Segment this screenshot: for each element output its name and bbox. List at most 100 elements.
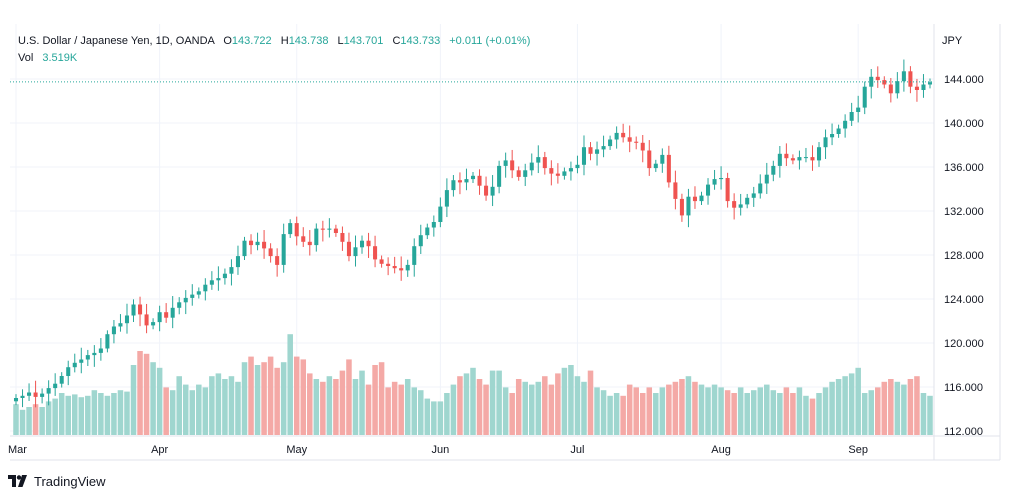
- candle-body: [281, 234, 286, 265]
- candle-body: [262, 241, 267, 249]
- volume-bar: [587, 370, 594, 435]
- candle-body: [464, 179, 469, 183]
- candle-body: [634, 141, 639, 143]
- candle-body: [627, 137, 632, 142]
- volume-bar: [261, 362, 267, 435]
- volume-bar: [13, 404, 19, 435]
- candle-body: [85, 355, 90, 360]
- candle-body: [497, 165, 502, 187]
- candle-body: [340, 233, 345, 242]
- candle-body: [771, 165, 776, 175]
- volume-bar: [293, 356, 300, 435]
- candle-body: [542, 157, 547, 169]
- candle-body: [183, 297, 188, 303]
- volume-bar: [391, 381, 398, 435]
- x-tick-label: Apr: [151, 444, 168, 456]
- candle-body: [477, 175, 482, 186]
- volume-bar: [189, 390, 196, 435]
- volume-bar: [829, 381, 835, 435]
- candle-body: [745, 197, 750, 205]
- volume-bar: [777, 393, 783, 435]
- candle-body: [46, 388, 51, 394]
- volume-bar: [535, 381, 542, 435]
- candle-body: [699, 195, 704, 202]
- candle-body: [92, 352, 97, 356]
- candle-body: [229, 267, 234, 274]
- low-label: L: [337, 35, 344, 47]
- candle-body: [849, 112, 854, 121]
- volume-bar: [104, 395, 111, 435]
- open-label: O: [223, 35, 232, 47]
- candle-body: [810, 157, 815, 161]
- volume-bar: [339, 370, 346, 435]
- candle-body: [725, 178, 730, 202]
- volume-bar: [280, 362, 287, 435]
- volume-bar: [907, 379, 914, 435]
- candle-body: [666, 154, 671, 183]
- y-tick-label: 140.000: [944, 118, 984, 130]
- volume-bar: [659, 387, 666, 435]
- volume-bar: [502, 387, 509, 435]
- volume-bar: [875, 387, 881, 435]
- volume-bar: [705, 387, 711, 435]
- candle-body: [386, 263, 391, 266]
- volume-bar: [326, 376, 333, 435]
- candle-body: [523, 170, 528, 177]
- volume-bar: [528, 384, 535, 435]
- candle-body: [412, 246, 417, 265]
- volume-bar: [65, 395, 71, 435]
- y-tick-label: 112.000: [944, 426, 983, 438]
- candle-body: [170, 307, 175, 318]
- candle-body: [53, 383, 58, 389]
- volume-bar: [809, 398, 816, 435]
- x-tick-label: May: [286, 444, 307, 456]
- candle-body: [751, 193, 756, 198]
- candle-body: [856, 107, 861, 112]
- volume-bar: [731, 393, 737, 435]
- volume-bar: [254, 365, 261, 435]
- volume-bar: [718, 387, 724, 435]
- volume-bar: [45, 401, 52, 435]
- volume-layer: [13, 334, 933, 435]
- candle-body: [790, 158, 795, 161]
- candle-body: [235, 256, 240, 268]
- candle-body: [875, 76, 880, 81]
- candle-body: [124, 315, 130, 324]
- x-tick-label: Jul: [570, 444, 584, 456]
- volume-bar: [385, 387, 391, 435]
- candle-body: [797, 157, 802, 161]
- candle-body: [914, 86, 919, 90]
- candle-body: [98, 348, 103, 353]
- volume-bar: [111, 393, 117, 435]
- volume-bar: [894, 381, 901, 435]
- volume-bar: [182, 384, 189, 435]
- candle-body: [399, 268, 404, 271]
- volume-bar: [91, 390, 98, 435]
- volume-bar: [711, 384, 718, 435]
- candle-body: [255, 241, 260, 246]
- volume-bar: [209, 376, 215, 435]
- volume-bar: [613, 393, 620, 435]
- volume-bar: [848, 373, 855, 435]
- candle-body: [484, 185, 489, 196]
- candle-body: [444, 190, 449, 207]
- candle-body: [777, 153, 782, 166]
- volume-bar: [156, 367, 163, 435]
- volume-bar: [313, 379, 320, 435]
- volume-bar: [626, 384, 633, 435]
- symbol-name: U.S. Dollar / Japanese Yen, 1D, OANDA: [18, 35, 215, 47]
- candle-body: [216, 278, 221, 281]
- candle-body: [13, 398, 19, 402]
- time-axis[interactable]: Mar Apr May Jun Jul Aug Sep: [8, 444, 868, 456]
- volume-bar: [803, 395, 809, 435]
- candle-body: [27, 392, 32, 396]
- candle-body: [895, 81, 900, 94]
- volume-bar: [19, 409, 26, 435]
- candle-body: [888, 84, 893, 94]
- candle-body: [784, 153, 789, 159]
- price-axis[interactable]: 112.000 116.000 120.000 124.000 128.000 132.0…: [944, 74, 984, 438]
- volume-bar: [365, 384, 372, 435]
- volume-bar: [85, 395, 91, 435]
- tradingview-logo[interactable]: TradingView: [8, 471, 106, 491]
